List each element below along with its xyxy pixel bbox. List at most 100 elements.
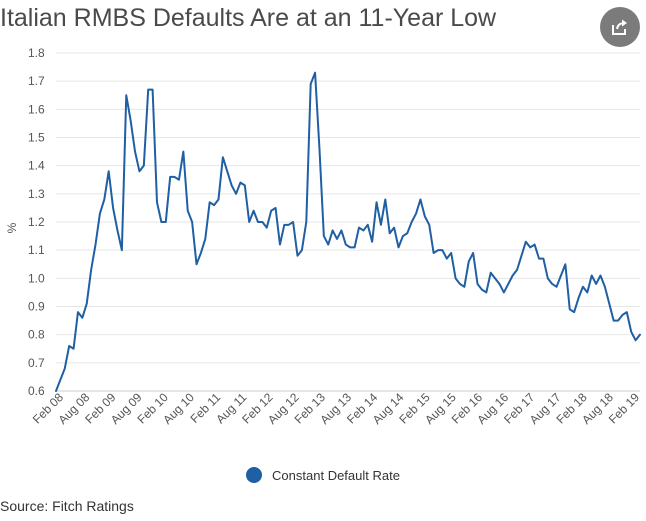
data-point [555, 286, 557, 288]
data-point [375, 201, 377, 203]
data-point [569, 308, 571, 310]
data-point [147, 88, 149, 90]
data-point [94, 243, 96, 245]
share-icon [612, 19, 627, 35]
y-tick-label: 1.3 [28, 187, 45, 201]
data-point [314, 72, 316, 74]
data-point [217, 198, 219, 200]
line-chart: 0.60.70.80.91.01.11.21.31.41.51.61.71.8 … [5, 46, 643, 427]
data-point [323, 235, 325, 237]
data-point [226, 170, 228, 172]
y-tick-label: 1.1 [28, 243, 45, 257]
data-point [590, 274, 592, 276]
data-point [288, 224, 290, 226]
data-point [529, 246, 531, 248]
source-note: Source: Fitch Ratings [0, 498, 134, 514]
data-point [415, 212, 417, 214]
data-point [125, 94, 127, 96]
data-point [195, 263, 197, 265]
data-point [200, 252, 202, 254]
data-point [446, 257, 448, 259]
data-point [494, 277, 496, 279]
data-point [371, 241, 373, 243]
y-tick-label: 0.8 [28, 328, 45, 342]
data-point [419, 198, 421, 200]
data-point [586, 291, 588, 293]
data-point [520, 255, 522, 257]
data-point [511, 274, 513, 276]
y-tick-label: 1.5 [28, 131, 45, 145]
legend-marker [246, 467, 263, 483]
data-point [542, 257, 544, 259]
data-point [309, 83, 311, 85]
data-point [538, 257, 540, 259]
chart-title: Italian RMBS Defaults Are at an 11-Year … [0, 4, 497, 32]
data-point [165, 221, 167, 223]
series-layer [55, 71, 641, 392]
data-point [424, 215, 426, 217]
y-tick-label: 1.7 [28, 74, 45, 88]
data-point [55, 390, 57, 392]
data-point [151, 88, 153, 90]
data-point [134, 150, 136, 152]
data-point [252, 210, 254, 212]
data-point [64, 367, 66, 369]
legend-item-constant-default-rate[interactable]: Constant Default Rate [246, 467, 400, 483]
data-point [257, 221, 259, 223]
data-point [406, 232, 408, 234]
data-point [204, 238, 206, 240]
legend: Constant Default Rate [0, 467, 646, 483]
data-point [305, 221, 307, 223]
data-point [90, 269, 92, 271]
data-point [428, 224, 430, 226]
data-point [143, 164, 145, 166]
data-point [617, 319, 619, 321]
data-point [244, 184, 246, 186]
data-point [476, 283, 478, 285]
data-point [81, 317, 83, 319]
y-tick-label: 1.4 [28, 159, 45, 173]
data-point [222, 156, 224, 158]
data-point [547, 277, 549, 279]
data-point [389, 232, 391, 234]
data-point [169, 176, 171, 178]
series-line-constant-default-rate[interactable] [55, 71, 641, 392]
y-axis-label: % [5, 222, 19, 233]
data-point [380, 224, 382, 226]
data-point [99, 212, 101, 214]
data-point [577, 297, 579, 299]
y-tick-label: 1.6 [28, 102, 45, 116]
data-point [397, 246, 399, 248]
data-point [116, 229, 118, 231]
data-point [612, 319, 614, 321]
data-point [230, 184, 232, 186]
data-point [507, 283, 509, 285]
data-point [599, 274, 601, 276]
data-point [235, 193, 237, 195]
data-point [498, 283, 500, 285]
data-point [533, 243, 535, 245]
data-point [441, 249, 443, 251]
data-point [490, 272, 492, 274]
y-tick-label: 1.8 [28, 46, 45, 60]
data-point [103, 198, 105, 200]
data-point [595, 283, 597, 285]
y-tick-label: 1.2 [28, 215, 45, 229]
y-tick-label: 0.9 [28, 300, 45, 314]
data-point [173, 176, 175, 178]
data-point [182, 150, 184, 152]
data-point [410, 221, 412, 223]
data-point [634, 339, 636, 341]
data-point [608, 302, 610, 304]
data-point [525, 241, 527, 243]
data-point [279, 243, 281, 245]
data-point [336, 238, 338, 240]
data-point [77, 311, 79, 313]
data-point [362, 229, 364, 231]
data-point [301, 249, 303, 251]
data-point [283, 224, 285, 226]
share-button[interactable] [600, 7, 640, 47]
data-point [468, 260, 470, 262]
data-point [463, 286, 465, 288]
